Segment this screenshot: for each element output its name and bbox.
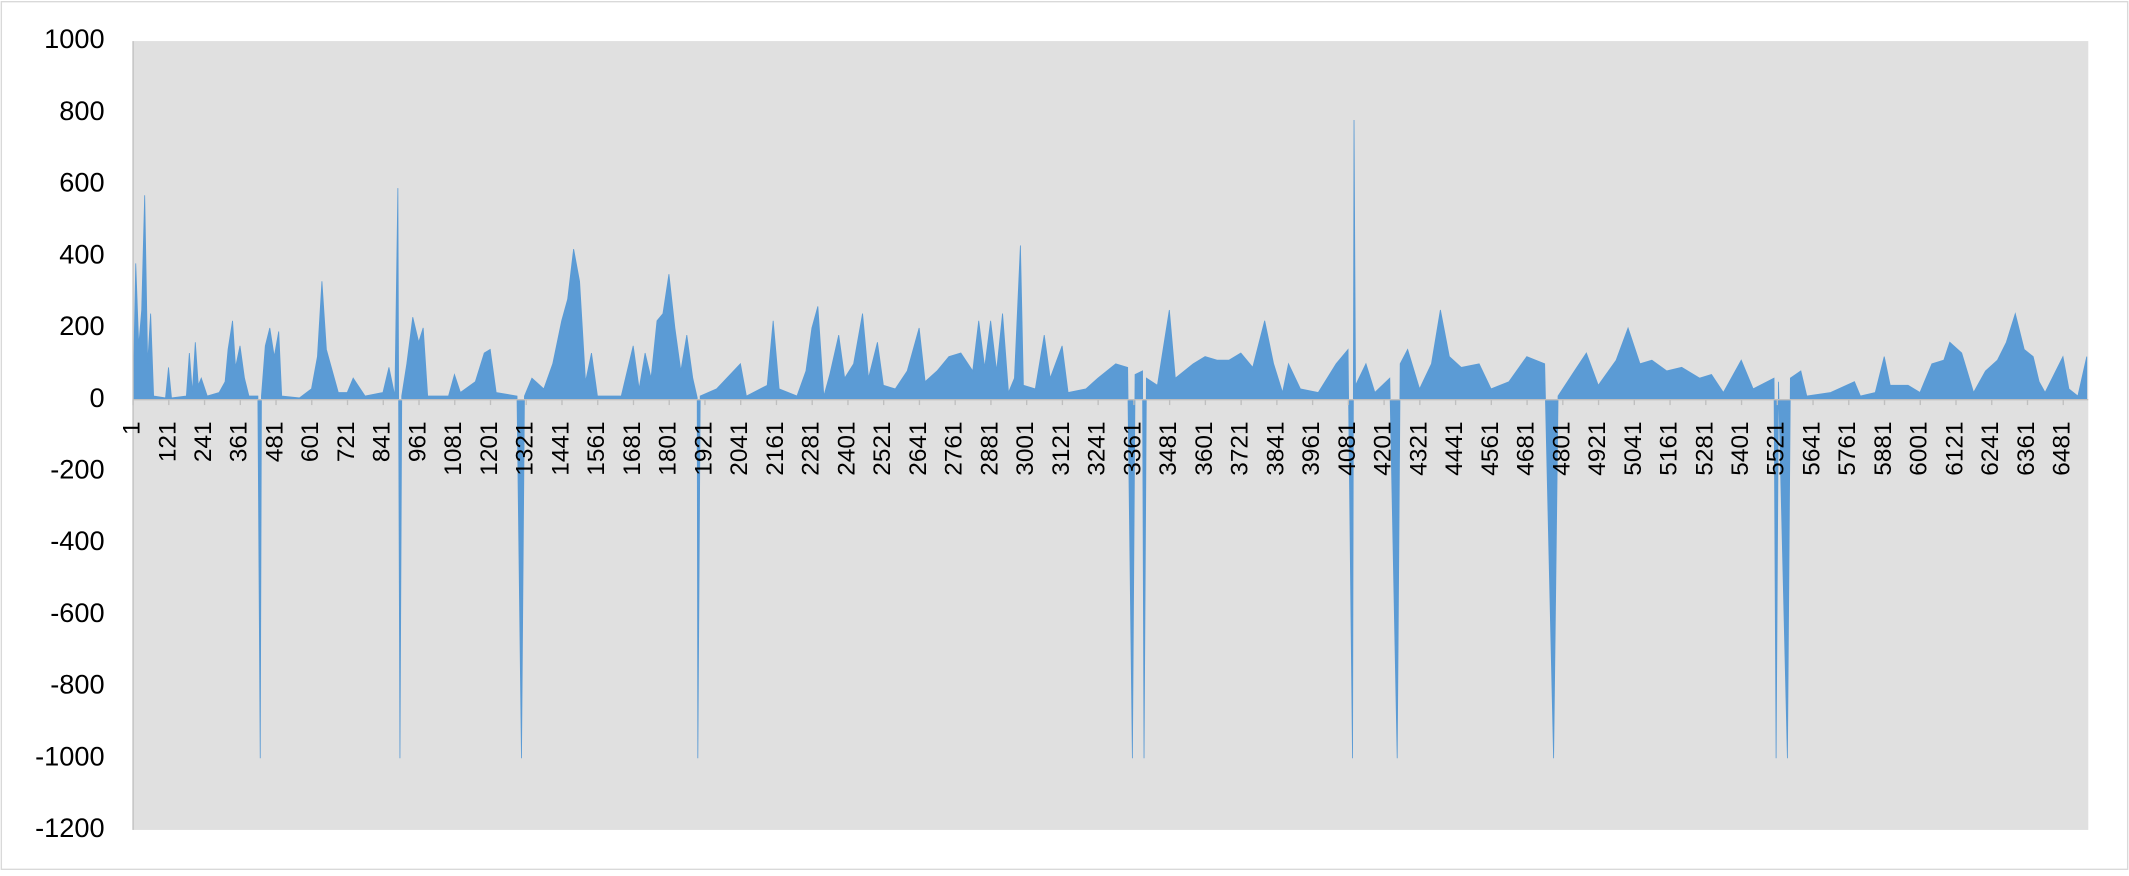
plot-area (133, 41, 2089, 830)
x-tick-label: 2401 (833, 421, 860, 475)
x-tick-label: 5521 (1763, 421, 1790, 475)
x-tick-label: 1321 (512, 421, 539, 475)
x-tick-label: 4801 (1548, 421, 1575, 475)
x-tick-label: 5761 (1834, 421, 1861, 475)
y-tick-label: -1200 (35, 812, 104, 843)
x-tick-label: 121 (154, 421, 181, 462)
y-tick-label: 600 (59, 167, 104, 198)
x-tick-label: 1 (119, 421, 146, 435)
x-tick-label: 3001 (1012, 421, 1039, 475)
x-tick-label: 5161 (1656, 421, 1683, 475)
x-tick-label: 721 (333, 421, 360, 462)
x-tick-label: 5281 (1691, 421, 1718, 475)
x-tick-label: 961 (404, 421, 431, 462)
x-tick-label: 5401 (1727, 421, 1754, 475)
x-tick-label: 1681 (619, 421, 646, 475)
x-tick-label: 3961 (1298, 421, 1325, 475)
area (132, 119, 2088, 759)
y-tick-label: 800 (59, 95, 104, 126)
x-tick-label: 3361 (1119, 421, 1146, 475)
x-tick-label: 6361 (2013, 421, 2040, 475)
x-tick-label: 241 (190, 421, 217, 462)
x-tick-label: 1801 (655, 421, 682, 475)
x-tick-label: 6481 (2049, 421, 2076, 475)
x-tick-label: 3481 (1155, 421, 1182, 475)
x-tick-label: 481 (261, 421, 288, 462)
y-tick-label: 400 (59, 238, 104, 269)
x-tick-label: 1081 (440, 421, 467, 475)
y-tick-label: -1000 (35, 740, 104, 771)
x-tick-label: 4681 (1513, 421, 1540, 475)
x-tick-label: 1201 (476, 421, 503, 475)
x-tick-label: 601 (297, 421, 324, 462)
y-tick-label: -400 (50, 525, 104, 556)
y-tick-label: 200 (59, 310, 104, 341)
y-tick-label: -600 (50, 597, 104, 628)
y-tick-label: 0 (89, 382, 104, 413)
x-tick-label: 5641 (1798, 421, 1825, 475)
x-tick-label: 1561 (583, 421, 610, 475)
x-tick-label: 1441 (547, 421, 574, 475)
x-tick-label: 3841 (1262, 421, 1289, 475)
x-tick-label: 4441 (1441, 421, 1468, 475)
x-tick-label: 2281 (798, 421, 825, 475)
x-tick-label: 2641 (905, 421, 932, 475)
x-tick-label: 1921 (690, 421, 717, 475)
x-tick-label: 2881 (976, 421, 1003, 475)
x-tick-label: 6001 (1906, 421, 1933, 475)
x-tick-label: 4201 (1370, 421, 1397, 475)
x-tick-label: 4561 (1477, 421, 1504, 475)
x-tick-label: 4921 (1584, 421, 1611, 475)
x-tick-label: 3121 (1048, 421, 1075, 475)
x-tick-label: 2761 (941, 421, 968, 475)
y-tick-label: -800 (50, 669, 104, 700)
x-tick-label: 841 (369, 421, 396, 462)
x-tick-label: 4081 (1334, 421, 1361, 475)
x-tick-label: 2041 (726, 421, 753, 475)
x-tick-label: 6241 (1977, 421, 2004, 475)
x-tick-label: 4321 (1405, 421, 1432, 475)
x-tick-label: 3721 (1227, 421, 1254, 475)
x-tick-label: 3241 (1084, 421, 1111, 475)
x-tick-label: 5881 (1870, 421, 1897, 475)
x-tick-label: 3601 (1191, 421, 1218, 475)
y-tick-label: -200 (50, 454, 104, 485)
x-tick-label: 5041 (1620, 421, 1647, 475)
y-tick-label: 1000 (44, 23, 104, 54)
x-tick-label: 2521 (869, 421, 896, 475)
x-tick-label: 6121 (1941, 421, 1968, 475)
x-tick-label: 361 (226, 421, 253, 462)
x-tick-label: 2161 (762, 421, 789, 475)
